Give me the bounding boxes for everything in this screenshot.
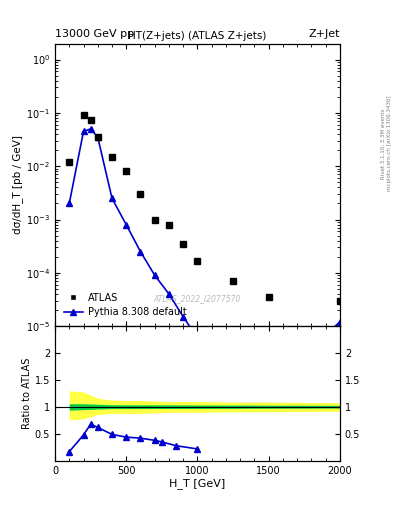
Y-axis label: Ratio to ATLAS: Ratio to ATLAS [22, 358, 32, 429]
Y-axis label: dσ/dH_T [pb / GeV]: dσ/dH_T [pb / GeV] [12, 135, 23, 234]
X-axis label: H_T [GeV]: H_T [GeV] [169, 478, 226, 489]
Legend: ATLAS, Pythia 8.308 default: ATLAS, Pythia 8.308 default [60, 289, 191, 322]
Text: Z+Jet: Z+Jet [309, 29, 340, 39]
Text: Rivet 3.1.10, 3.3M events: Rivet 3.1.10, 3.3M events [381, 108, 386, 179]
Title: HT(Z+jets) (ATLAS Z+jets): HT(Z+jets) (ATLAS Z+jets) [128, 31, 267, 41]
Text: mcplots.cern.ch [arXiv:1306.3436]: mcplots.cern.ch [arXiv:1306.3436] [387, 96, 391, 191]
Text: 13000 GeV pp: 13000 GeV pp [55, 29, 134, 39]
Text: ATLAS_2022_I2077570: ATLAS_2022_I2077570 [154, 294, 241, 304]
